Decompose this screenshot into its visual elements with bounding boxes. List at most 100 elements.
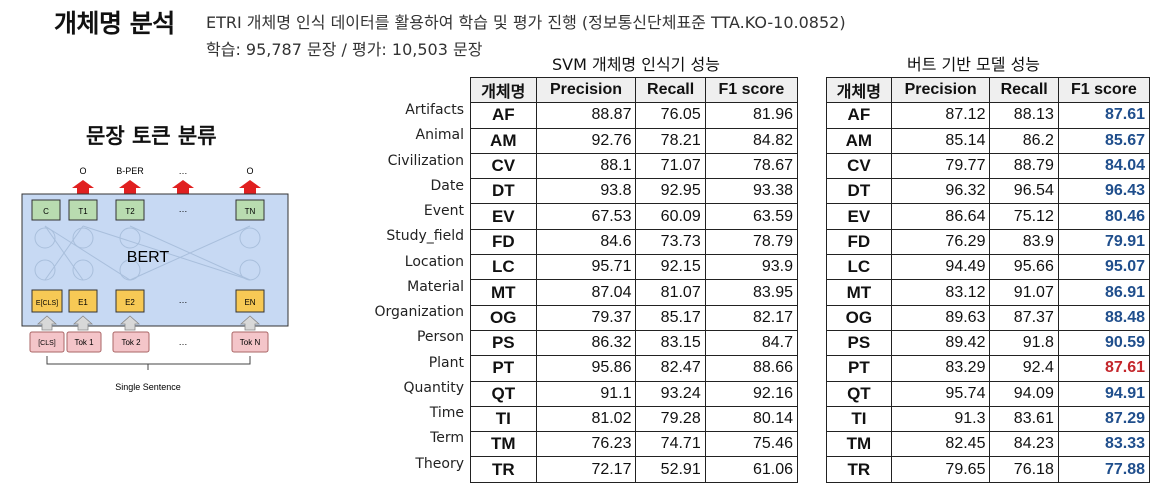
f1-score-cell: 79.91	[1057, 228, 1151, 256]
precision-cell: 92.76	[535, 127, 637, 154]
precision-cell: 95.74	[890, 380, 991, 407]
recall-cell: 88.13	[989, 102, 1059, 129]
entity-code-cell: TR	[826, 456, 892, 483]
f1-score-cell: 93.38	[704, 178, 799, 205]
recall-cell: 74.71	[635, 431, 706, 458]
embed-cls: E[CLS]	[36, 300, 58, 307]
f1-score-cell: 86.91	[1057, 279, 1151, 306]
column-header: Recall	[989, 76, 1059, 104]
precision-cell: 87.12	[890, 102, 991, 129]
recall-cell: 94.09	[989, 380, 1059, 407]
entity-code-cell: TR	[470, 456, 537, 483]
f1-score-cell: 80.14	[704, 405, 799, 433]
f1-score-cell: 81.96	[704, 102, 799, 129]
row-label: Term	[430, 430, 464, 447]
embed-2: E2	[125, 298, 135, 307]
entity-code-cell: TM	[470, 431, 537, 458]
f1-score-cell: 75.46	[704, 431, 799, 458]
f1-score-cell: 78.67	[704, 152, 799, 180]
entity-code-cell: TI	[470, 405, 537, 433]
precision-cell: 96.32	[890, 178, 991, 205]
output-label: O	[79, 166, 86, 176]
attention-lines	[34, 225, 261, 281]
table-row: CV 79.77 88.79 84.04	[826, 152, 1151, 180]
recall-cell: 86.2	[989, 127, 1059, 154]
row-label: Quantity	[403, 379, 465, 396]
table-row: MT 87.04 81.07 83.95	[470, 279, 799, 306]
precision-cell: 91.3	[890, 405, 991, 433]
table-row: TR 72.17 52.91 61.06	[470, 456, 799, 483]
f1-score-cell: 80.46	[1057, 203, 1151, 230]
column-header: F1 score	[1057, 76, 1151, 104]
entity-code-cell: OG	[470, 304, 537, 331]
recall-cell: 83.15	[635, 329, 706, 357]
embed-1: E1	[78, 298, 88, 307]
row-label: Material	[407, 278, 464, 295]
table-row: AM 92.76 78.21 84.82	[470, 127, 799, 154]
embed-ellipsis: …	[179, 295, 188, 305]
precision-cell: 86.32	[535, 329, 637, 357]
f1-score-cell: 87.29	[1057, 405, 1151, 433]
entity-code-cell: CV	[826, 152, 892, 180]
bert-performance-table: 개체명 Precision Recall F1 score AF 87.12 88.13 8…	[826, 76, 1151, 483]
output-label: B-PER	[116, 166, 144, 176]
recall-cell: 92.95	[635, 178, 706, 205]
f1-score-cell: 93.9	[704, 254, 799, 281]
precision-cell: 95.71	[535, 254, 637, 281]
table-row: OG 89.63 87.37 88.48	[826, 304, 1151, 331]
recall-cell: 96.54	[989, 178, 1059, 205]
entity-row-labels: Artifacts Animal Civilization Date Event Stud…	[350, 100, 464, 479]
precision-cell: 76.23	[535, 431, 637, 458]
column-header: 개체명	[826, 76, 892, 104]
single-sentence-caption: Single Sentence	[115, 382, 181, 392]
f1-score-cell: 87.61	[1057, 355, 1151, 382]
f1-score-cell: 83.33	[1057, 431, 1151, 458]
embed-n: EN	[244, 298, 255, 307]
f1-score-cell: 87.61	[1057, 102, 1151, 129]
precision-cell: 91.1	[535, 380, 637, 407]
table-row: TI 91.3 83.61 87.29	[826, 405, 1151, 433]
entity-code-cell: TM	[826, 431, 892, 458]
bert-table-caption: 버트 기반 모델 성능	[907, 55, 1041, 74]
table-row: CV 88.1 71.07 78.67	[470, 152, 799, 180]
precision-cell: 79.37	[535, 304, 637, 331]
recall-cell: 83.61	[989, 405, 1059, 433]
recall-cell: 76.18	[989, 456, 1059, 483]
output-arrows	[72, 180, 261, 194]
entity-code-cell: PT	[470, 355, 537, 382]
description-line-2: 학습: 95,787 문장 / 평가: 10,503 문장	[206, 40, 483, 59]
f1-score-cell: 90.59	[1057, 329, 1151, 357]
recall-cell: 91.8	[989, 329, 1059, 357]
row-label: Artifacts	[405, 102, 464, 118]
recall-cell: 71.07	[635, 152, 706, 180]
recall-cell: 87.37	[989, 304, 1059, 331]
f1-score-cell: 77.88	[1057, 456, 1151, 483]
row-label: Organization	[374, 304, 464, 320]
recall-cell: 84.23	[989, 431, 1059, 458]
f1-score-cell: 63.59	[704, 203, 799, 230]
row-label: Time	[429, 405, 464, 421]
precision-cell: 95.86	[535, 355, 637, 382]
entity-code-cell: OG	[826, 304, 892, 331]
recall-cell: 82.47	[635, 355, 706, 382]
precision-cell: 88.87	[535, 102, 637, 129]
row-label: Event	[423, 203, 464, 219]
table-row: DT 93.8 92.95 93.38	[470, 178, 799, 205]
f1-score-cell: 95.07	[1057, 254, 1151, 281]
page-title: 개체명 분석	[54, 9, 175, 38]
entity-code-cell: PS	[470, 329, 537, 357]
entity-code-cell: DT	[826, 178, 892, 205]
precision-cell: 89.63	[890, 304, 991, 331]
token-ellipsis: …	[179, 204, 188, 214]
precision-cell: 76.29	[890, 228, 991, 256]
recall-cell: 93.24	[635, 380, 706, 407]
entity-code-cell: EV	[470, 203, 537, 230]
f1-score-cell: 84.82	[704, 127, 799, 154]
table-row: FD 76.29 83.9 79.91	[826, 228, 1151, 256]
bert-label: BERT	[127, 249, 170, 266]
recall-cell: 88.79	[989, 152, 1059, 180]
row-label: Theory	[415, 455, 464, 472]
table-row: EV 67.53 60.09 63.59	[470, 203, 799, 230]
entity-code-cell: CV	[470, 152, 537, 180]
f1-score-cell: 83.95	[704, 279, 799, 306]
